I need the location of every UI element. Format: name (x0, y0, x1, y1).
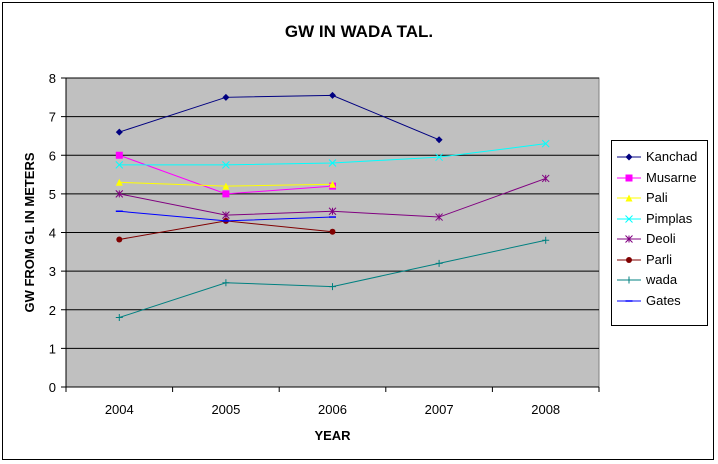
data-point (115, 151, 123, 159)
legend-swatch (617, 276, 641, 284)
data-point (115, 190, 124, 198)
data-point (222, 279, 230, 287)
legend-item-wada: wada (612, 271, 707, 291)
legend-swatch-marker (625, 235, 633, 243)
data-point (541, 139, 550, 148)
series-kanchad (115, 91, 443, 144)
x-tick-label: 2008 (531, 402, 560, 417)
y-axis-label: GW FROM GL IN METERS (22, 152, 37, 312)
series-gates (115, 210, 336, 222)
legend-swatch-marker (625, 276, 633, 284)
data-point (329, 91, 336, 99)
series-deoli (115, 174, 550, 221)
legend-item-pimplas: Pimplas (612, 210, 707, 230)
data-point (435, 213, 443, 221)
legend-label: wada (646, 272, 678, 287)
data-point (435, 259, 443, 267)
data-point (222, 93, 230, 101)
data-point (222, 190, 230, 198)
series-wada (115, 236, 550, 321)
legend-swatch (617, 214, 641, 223)
y-tick-label: 6 (49, 148, 56, 163)
data-point (541, 174, 550, 183)
x-tick-label: 2006 (318, 402, 347, 417)
legend-label: Kanchad (646, 149, 698, 164)
data-point (115, 313, 123, 321)
legend-swatch-marker (625, 214, 633, 223)
y-tick-label: 4 (49, 226, 56, 241)
data-point (329, 228, 336, 235)
legend-label: Parli (646, 251, 673, 267)
x-tick-label: 2007 (425, 402, 454, 417)
y-tick-label: 2 (49, 303, 56, 318)
legend-item-musarne: Musarne (612, 169, 707, 189)
data-point (222, 161, 230, 169)
chart-title: GW IN WADA TAL. (284, 22, 434, 41)
legend-swatch (617, 299, 641, 302)
legend-label: Deoli (646, 231, 676, 246)
y-tick-label: 1 (49, 341, 56, 356)
legend-swatch (617, 235, 641, 243)
legend-swatch (617, 174, 641, 181)
y-tick-label: 7 (49, 110, 56, 125)
data-point (328, 207, 337, 216)
data-point (222, 211, 230, 219)
series-line-kanchad (119, 94, 440, 141)
data-point (329, 283, 336, 291)
data-point (542, 236, 550, 244)
y-tick-label: 5 (49, 187, 56, 202)
legend-label: Pali (646, 190, 668, 205)
data-point (116, 236, 123, 243)
series-pali (115, 178, 336, 190)
data-point (435, 136, 443, 144)
legend-swatch (617, 256, 641, 263)
legend-label: Gates (646, 292, 681, 308)
y-tick-label: 3 (49, 264, 56, 279)
x-tick-label: 2005 (211, 402, 240, 417)
data-point (115, 128, 123, 136)
data-point (328, 159, 337, 167)
legend-swatch-marker (625, 194, 633, 202)
data-point (222, 182, 230, 190)
data-point (435, 153, 443, 162)
legend-swatch-marker (625, 174, 633, 181)
legend-item-parli: Parli (612, 251, 707, 271)
legend-swatch-marker (626, 256, 632, 263)
legend-label: Pimplas (646, 210, 693, 226)
legend-label: Musarne (646, 169, 697, 185)
data-point (115, 161, 124, 169)
legend: Kanchad Musarne Pali Pimplas Deoli Parli wada G… (611, 140, 708, 326)
x-axis-label: YEAR (314, 428, 351, 443)
legend-item-deoli: Deoli (612, 230, 707, 250)
legend-swatch (617, 194, 641, 202)
y-tick-label: 8 (49, 71, 56, 86)
legend-swatch (617, 153, 641, 161)
legend-item-kanchad: Kanchad (612, 148, 707, 168)
legend-swatch-marker (625, 153, 633, 161)
x-tick-label: 2004 (105, 402, 134, 417)
y-tick-label: 0 (49, 380, 56, 395)
legend-item-pali: Pali (612, 189, 707, 209)
data-point (329, 180, 336, 188)
series-pimplas (115, 139, 550, 169)
legend-item-gates: Gates (612, 292, 707, 312)
data-point (115, 178, 123, 186)
